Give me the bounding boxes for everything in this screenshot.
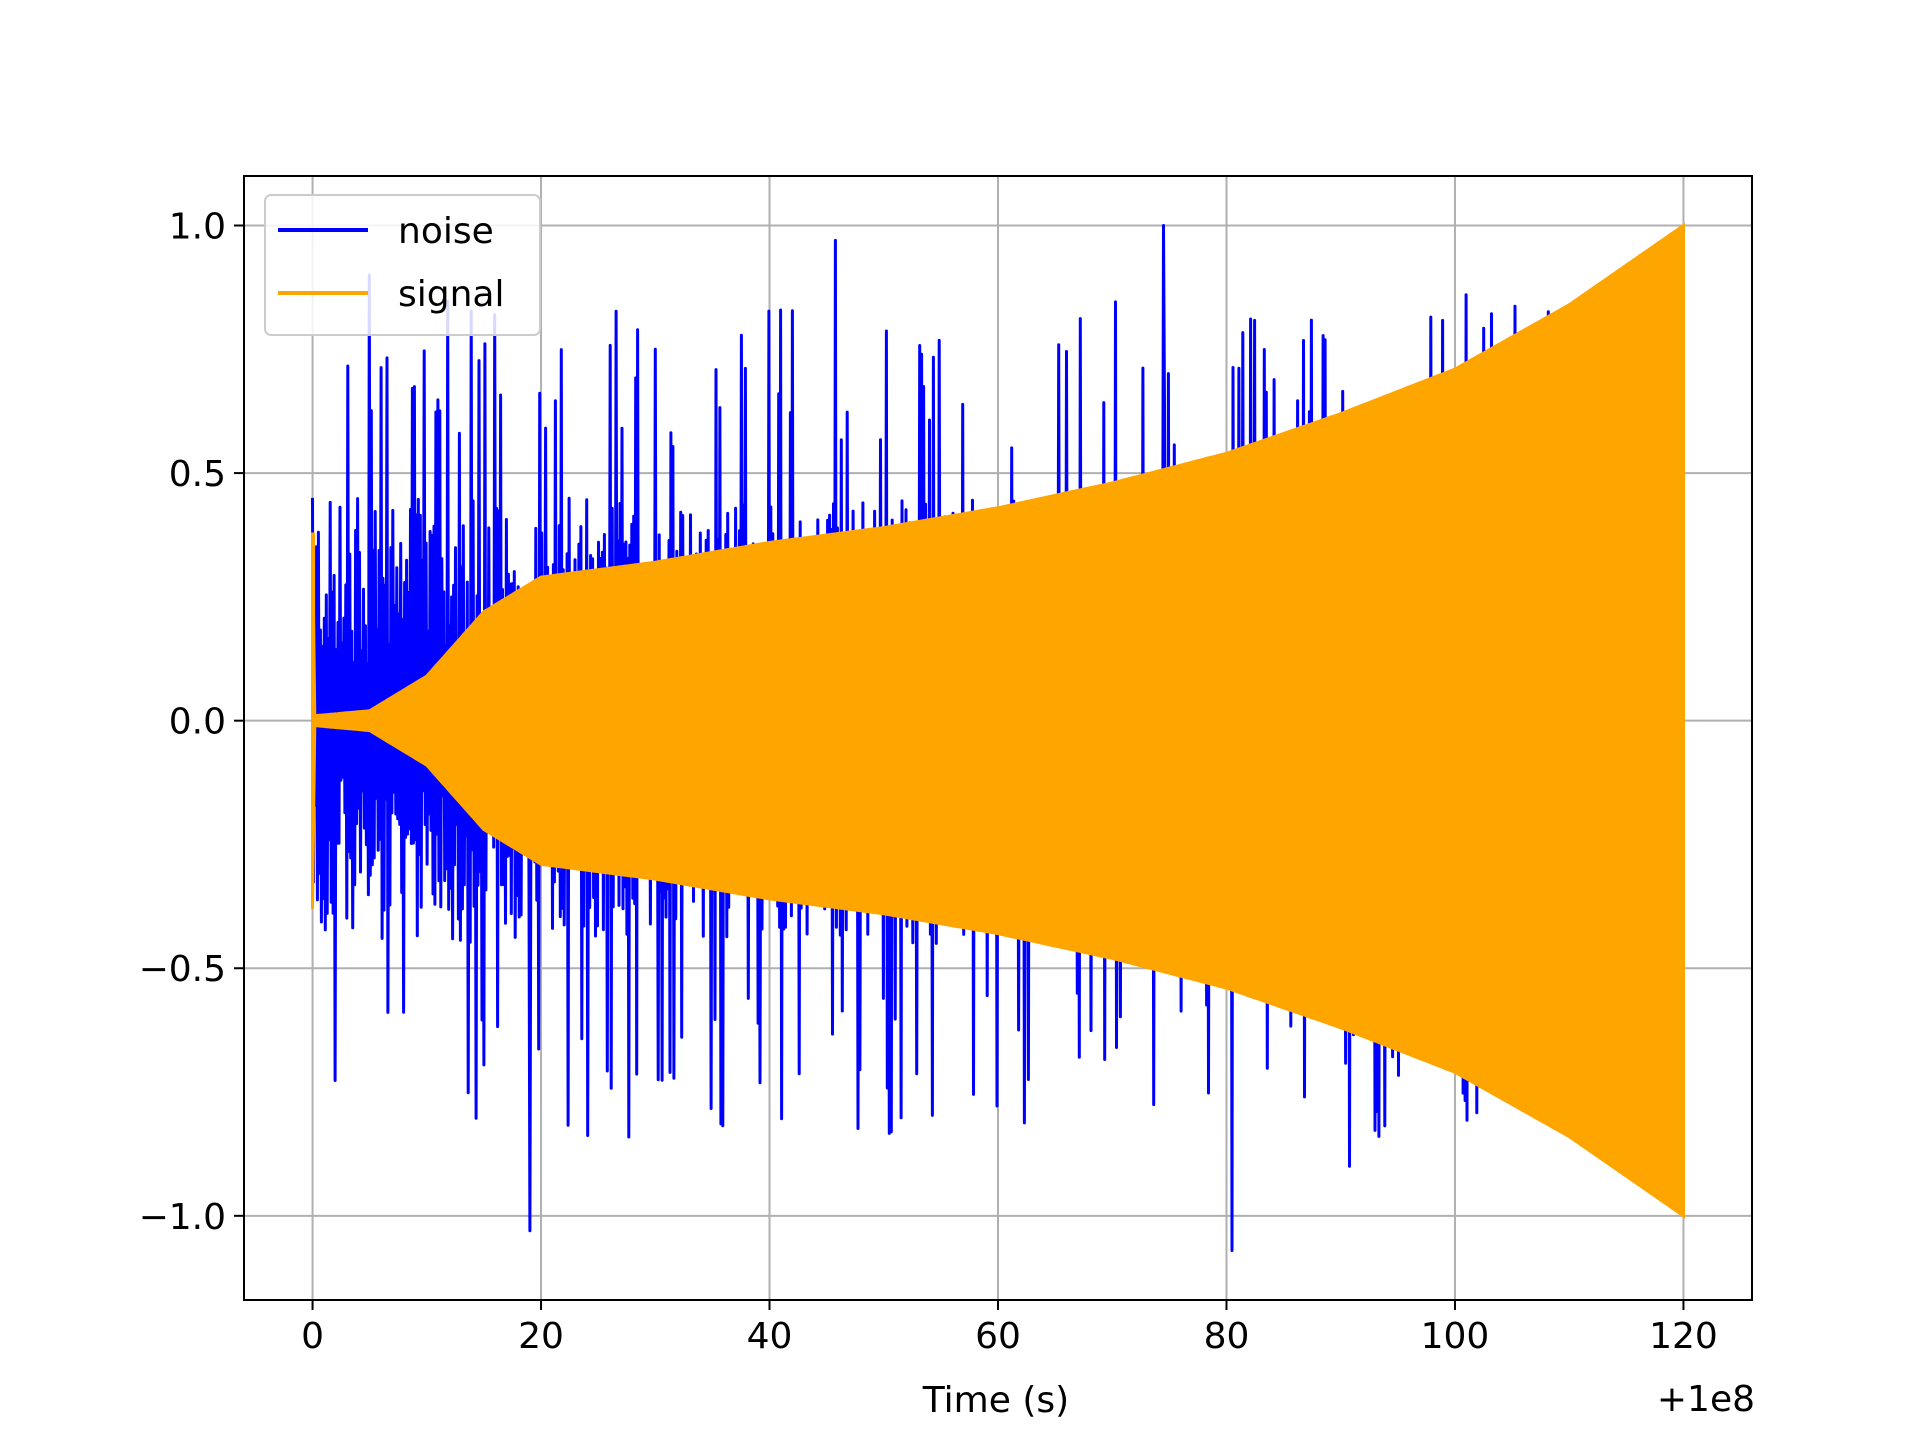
x-axis-label: Time (s) <box>922 1380 1069 1421</box>
plot-series <box>311 222 1685 1252</box>
y-tick-label: −0.5 <box>139 949 226 990</box>
y-tick-label: 1.0 <box>169 207 226 248</box>
axis-ticks: 0 20 40 60 80 100 120 −1.0 −0.5 0.0 0.5 1.0 <box>139 207 1718 1357</box>
x-offset-label: +1e8 <box>1657 1379 1755 1420</box>
x-tick-label: 100 <box>1421 1316 1490 1357</box>
x-tick-label: 120 <box>1649 1316 1718 1357</box>
x-tick-label: 20 <box>518 1316 564 1357</box>
legend: noise signal <box>264 194 541 336</box>
legend-label-noise: noise <box>398 211 494 252</box>
y-tick-label: −1.0 <box>139 1197 226 1238</box>
y-tick-label: 0.0 <box>169 702 226 743</box>
legend-label-signal: signal <box>398 274 505 315</box>
x-tick-label: 40 <box>747 1316 793 1357</box>
x-tick-label: 80 <box>1204 1316 1250 1357</box>
y-tick-label: 0.5 <box>169 454 226 495</box>
x-tick-label: 0 <box>301 1316 324 1357</box>
x-tick-label: 60 <box>975 1316 1021 1357</box>
